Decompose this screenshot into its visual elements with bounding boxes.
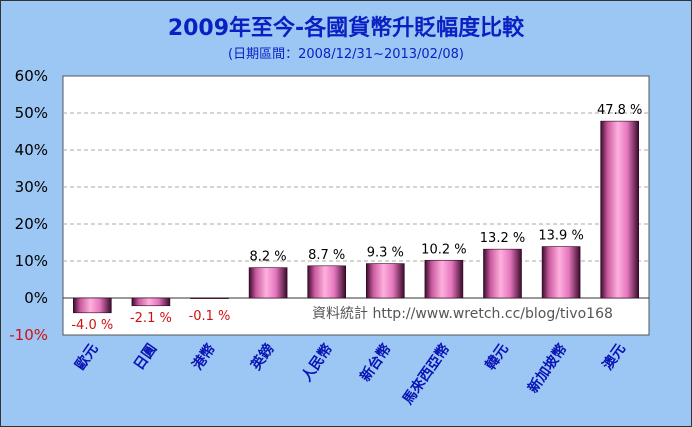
bar [131,297,171,307]
category-label: 新台幣 [357,341,395,385]
y-tick-label: 10% [15,252,48,270]
category-label: 英鎊 [247,341,278,375]
bar [541,246,581,299]
bars [73,120,640,314]
bar [600,120,640,299]
value-label: 9.3 % [367,246,404,261]
category-label: 馬來西亞幣 [399,341,453,408]
value-label: 8.2 % [250,250,287,265]
category-label: 歐元 [72,341,102,374]
value-label: -0.1 % [189,309,231,324]
y-axis: 60% 50% 40% 30% 20% 10% 0% -10% [9,67,48,344]
y-tick-label: 20% [15,215,48,233]
category-label: 人民幣 [298,341,336,385]
category-label: 日圓 [130,341,160,374]
y-tick-label: 50% [15,104,48,122]
value-label: 47.8 % [597,103,642,118]
data-source-annotation: 資料統計 http://www.wretch.cc/blog/tivo168 [312,306,613,322]
category-label: 澳元 [599,341,629,374]
value-label: -4.0 % [71,318,113,333]
bar [307,265,347,299]
bar [73,297,112,314]
category-label: 韓元 [482,341,512,374]
y-tick-label: -10% [9,326,48,344]
y-tick-label: 60% [15,67,48,85]
bar [424,259,464,299]
value-label: 13.9 % [538,229,583,244]
value-labels: -4.0 % -2.1 % -0.1 % 8.2 % 8.7 % 9.3 % 10.2 % 1… [71,103,642,333]
bar [190,297,229,299]
value-label: 13.2 % [480,231,525,246]
category-labels: 歐元 日圓 港幣 英鎊 人民幣 新台幣 馬來西亞幣 韓元 新加坡幣 澳元 [72,341,629,408]
y-tick-label: 0% [24,289,48,307]
y-tick-label: 30% [15,178,48,196]
category-label: 新加坡幣 [524,341,570,397]
chart-subtitle: (日期區間：2008/12/31~2013/02/08) [228,47,464,62]
value-label: 10.2 % [421,242,466,257]
category-label: 港幣 [189,341,219,374]
bar [248,267,288,299]
y-tick-label: 40% [15,141,48,159]
value-label: -2.1 % [130,311,172,326]
value-label: 8.7 % [308,248,345,263]
bar [365,263,405,299]
bar [483,248,522,299]
chart-title: 2009年至今-各國貨幣升貶幅度比較 [167,16,525,41]
